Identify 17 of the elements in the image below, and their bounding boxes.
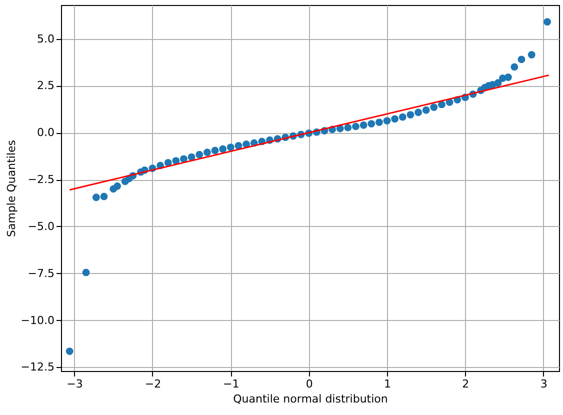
x-tick-label: 3 [540, 378, 548, 390]
y-axis-title: Sample Quantiles [4, 140, 18, 238]
y-tick-label: −10.0 [20, 314, 54, 327]
x-tick-label: −1 [223, 378, 240, 390]
x-tick-label: 1 [384, 378, 392, 390]
y-tick-label: 5.0 [37, 32, 54, 46]
x-axis-title: Quantile normal distribution [233, 392, 388, 406]
x-tick-label: 0 [306, 378, 313, 390]
y-tick-label: −2.5 [28, 173, 54, 186]
y-tick-label: −5.0 [28, 220, 54, 233]
x-tick-label: 2 [462, 378, 470, 390]
y-tick-label: −12.5 [20, 360, 54, 374]
x-tick-label: −3 [66, 378, 83, 390]
y-tick-label: −7.5 [28, 266, 54, 280]
y-tick-label: 2.5 [37, 79, 54, 92]
y-tick-label: 0.0 [37, 126, 54, 140]
x-tick-label: −2 [144, 378, 162, 390]
